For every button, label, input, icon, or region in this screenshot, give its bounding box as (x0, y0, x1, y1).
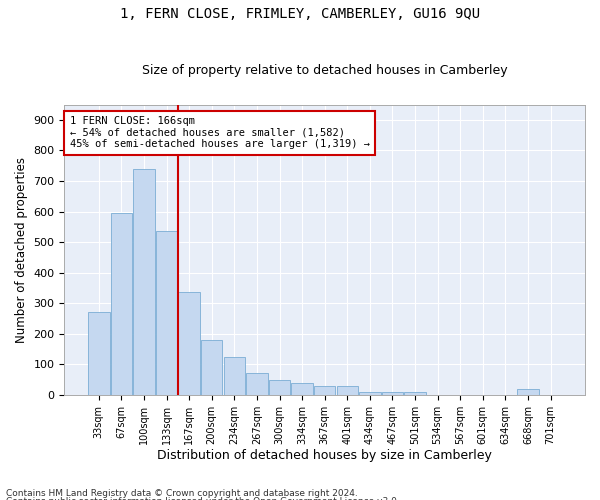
Bar (201, 340, 223, 395)
Text: Contains public sector information licensed under the Open Government Licence v3: Contains public sector information licen… (6, 497, 400, 500)
Bar (382, 392, 403, 395)
Bar (110, 213, 132, 395)
Bar (246, 374, 268, 395)
Bar (404, 392, 426, 395)
Bar (337, 386, 358, 395)
Bar (292, 382, 313, 395)
Y-axis label: Number of detached properties: Number of detached properties (15, 156, 28, 342)
Bar (314, 386, 335, 395)
Text: Contains HM Land Registry data © Crown copyright and database right 2024.: Contains HM Land Registry data © Crown c… (6, 488, 358, 498)
Text: 1 FERN CLOSE: 166sqm
← 54% of detached houses are smaller (1,582)
45% of semi-de: 1 FERN CLOSE: 166sqm ← 54% of detached h… (70, 116, 370, 150)
Bar (224, 356, 245, 395)
Title: Size of property relative to detached houses in Camberley: Size of property relative to detached ho… (142, 64, 508, 77)
Bar (88, 312, 110, 395)
Bar (359, 392, 380, 395)
Bar (269, 380, 290, 395)
Text: 1, FERN CLOSE, FRIMLEY, CAMBERLEY, GU16 9QU: 1, FERN CLOSE, FRIMLEY, CAMBERLEY, GU16 … (120, 8, 480, 22)
Bar (517, 388, 539, 395)
Bar (178, 292, 200, 395)
Bar (133, 168, 155, 395)
Bar (156, 232, 177, 395)
X-axis label: Distribution of detached houses by size in Camberley: Distribution of detached houses by size … (157, 450, 492, 462)
